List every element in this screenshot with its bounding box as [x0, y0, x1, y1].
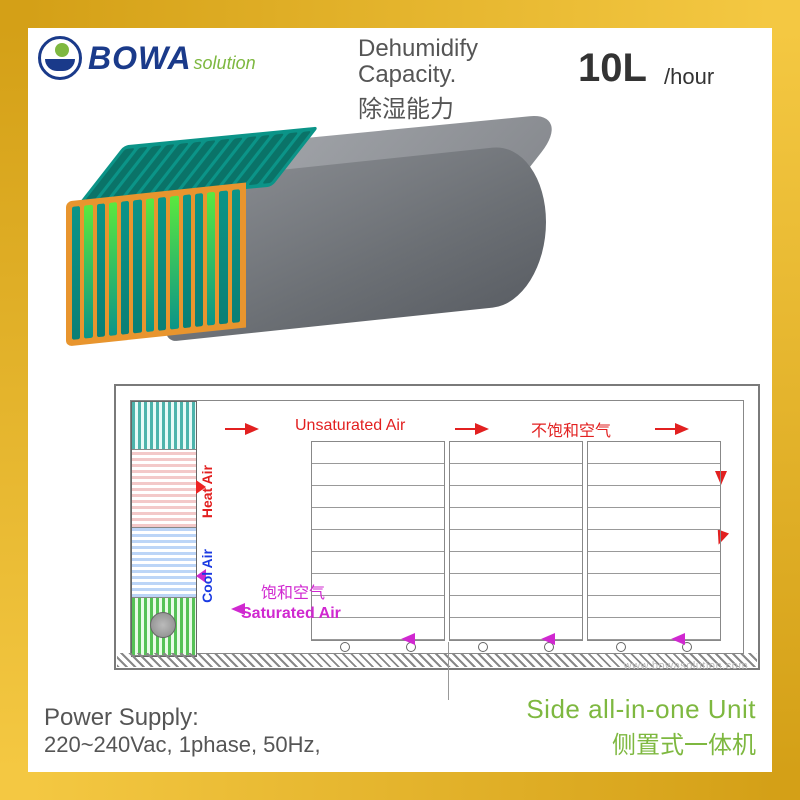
logo-icon	[38, 36, 82, 80]
cool-air-label: Cool Air	[199, 549, 215, 603]
product-en: Side all-in-one Unit	[526, 694, 756, 725]
power-supply-block: Power Supply: 220~240Vac, 1phase, 50Hz,	[44, 704, 321, 758]
rack	[449, 441, 583, 641]
side-unit-schematic	[131, 401, 197, 657]
saturated-en: Saturated Air	[241, 605, 341, 623]
storage-racks	[311, 441, 721, 641]
fan-icon	[150, 612, 176, 638]
capacity-cn: 除湿能力	[358, 89, 478, 124]
airflow-diagram: Heat Air Cool Air Unsaturated Air 不饱和空气	[114, 384, 760, 670]
capacity-en-1: Dehumidify	[358, 36, 478, 62]
product-name-block: Side all-in-one Unit 侧置式一体机	[526, 694, 756, 760]
power-title: Power Supply:	[44, 704, 321, 732]
product-cn: 侧置式一体机	[526, 725, 756, 760]
heat-air-label: Heat Air	[199, 465, 215, 518]
footer-divider	[448, 642, 449, 700]
capacity-value: 10L	[578, 46, 647, 91]
logo-suffix: solution	[194, 53, 256, 74]
watermark: www.bowasolution.com	[624, 660, 748, 672]
grille-front	[66, 183, 246, 347]
capacity-title: Dehumidify Capacity. 除湿能力	[358, 36, 478, 124]
unsaturated-en: Unsaturated Air	[295, 417, 405, 435]
unit-3d-render	[46, 122, 566, 362]
rack	[587, 441, 721, 641]
saturated-cn: 饱和空气	[261, 579, 325, 603]
capacity-en-2: Capacity.	[358, 62, 478, 88]
unsaturated-cn: 不饱和空气	[531, 417, 611, 441]
logo-brand: BOWA	[88, 40, 192, 77]
capacity-unit: /hour	[664, 64, 714, 90]
power-spec: 220~240Vac, 1phase, 50Hz,	[44, 732, 321, 758]
brand-logo: BOWA solution	[38, 36, 256, 80]
